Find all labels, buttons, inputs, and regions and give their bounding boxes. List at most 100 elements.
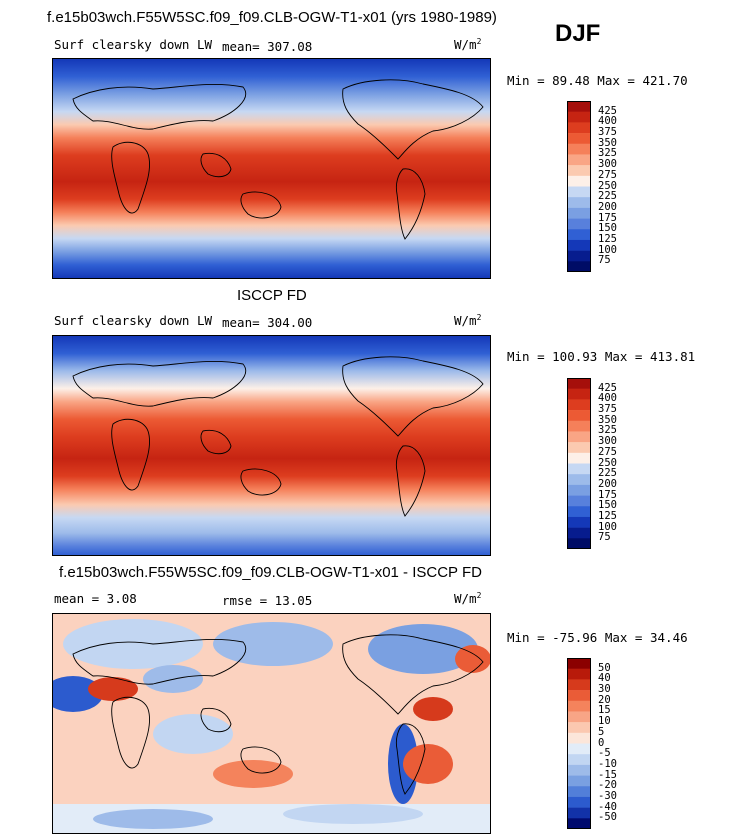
colorbar-swatch (567, 474, 591, 486)
panel2-mean-label: mean= 304.00 (222, 315, 313, 330)
colorbar-swatch (567, 775, 591, 787)
colorbar-swatch (567, 711, 591, 723)
colorbar-level-label: 200 (598, 200, 617, 213)
colorbar-level-label: 350 (598, 136, 617, 149)
colorbar-swatch (567, 239, 591, 251)
colorbar-level-label: 350 (598, 413, 617, 426)
panel1-mean-label: mean= 307.08 (222, 39, 313, 54)
colorbar-level-label: -40 (598, 800, 617, 813)
colorbar-border (567, 101, 591, 272)
colorbar-level-label: 175 (598, 211, 617, 224)
colorbar-swatch (567, 143, 591, 155)
colorbar-level-label: 325 (598, 424, 617, 437)
colorbar-swatch (567, 722, 591, 734)
colorbar-level-label: 125 (598, 509, 617, 522)
colorbar-swatch (567, 175, 591, 187)
colorbar-level-label: 425 (598, 381, 617, 394)
colorbar-swatch (567, 261, 591, 272)
colorbar-level-label: -10 (598, 757, 617, 770)
colorbar-swatch (567, 484, 591, 496)
colorbar-swatch (567, 154, 591, 166)
panel1-map (52, 58, 491, 279)
panel1-units: W/m2 (454, 37, 482, 53)
colorbar-level-label: -30 (598, 789, 617, 802)
colorbar-border (567, 378, 591, 549)
colorbar-level-label: 250 (598, 179, 617, 192)
panel3-min-max: Min = -75.96 Max = 34.46 (507, 630, 688, 645)
colorbar-swatch (567, 431, 591, 443)
panel3-colorbar (567, 658, 591, 829)
colorbar-swatch (567, 229, 591, 241)
colorbar-level-label: 250 (598, 456, 617, 469)
colorbar-level-label: 10 (598, 715, 611, 728)
colorbar-level-label: 50 (598, 661, 611, 674)
colorbar-level-label: 175 (598, 488, 617, 501)
panel1-min-max: Min = 89.48 Max = 421.70 (507, 73, 688, 88)
colorbar-swatch (567, 218, 591, 230)
colorbar-swatch (567, 388, 591, 400)
colorbar-level-label: 275 (598, 168, 617, 181)
colorbar-level-label: 275 (598, 445, 617, 458)
colorbar-level-label: 225 (598, 190, 617, 203)
panel2-min-max: Min = 100.93 Max = 413.81 (507, 349, 696, 364)
colorbar-level-label: 375 (598, 403, 617, 416)
colorbar-swatch (567, 111, 591, 123)
panel1-coastlines (72, 79, 484, 240)
colorbar-level-label: 400 (598, 392, 617, 405)
colorbar-level-label: 150 (598, 499, 617, 512)
panel1-colorbar (567, 101, 591, 272)
colorbar-level-label: 100 (598, 520, 617, 533)
panel3-title: f.e15b03wch.F55W5SC.f09_f09.CLB-OGW-T1-x… (59, 564, 482, 581)
panel2-title: ISCCP FD (237, 287, 307, 304)
colorbar-swatch (567, 506, 591, 518)
panel2-coastlines (72, 356, 484, 517)
colorbar-swatch (567, 101, 591, 112)
colorbar-swatch (567, 818, 591, 829)
panel3-units: W/m2 (454, 591, 482, 607)
colorbar-level-label: 40 (598, 672, 611, 685)
colorbar-swatch (567, 197, 591, 209)
colorbar-swatch (567, 732, 591, 744)
colorbar-level-label: 75 (598, 531, 611, 544)
colorbar-swatch (567, 700, 591, 712)
colorbar-level-label: 5 (598, 725, 605, 738)
colorbar-swatch (567, 658, 591, 669)
colorbar-level-label: 300 (598, 158, 617, 171)
colorbar-level-label: 125 (598, 232, 617, 245)
colorbar-level-label: -15 (598, 768, 617, 781)
colorbar-swatch (567, 207, 591, 219)
colorbar-level-label: 0 (598, 736, 605, 749)
colorbar-swatch (567, 786, 591, 798)
colorbar-swatch (567, 133, 591, 145)
panel2-colorbar (567, 378, 591, 549)
colorbar-swatch (567, 796, 591, 808)
colorbar-level-label: 150 (598, 222, 617, 235)
colorbar-swatch (567, 690, 591, 702)
colorbar-swatch (567, 754, 591, 766)
colorbar-swatch (567, 527, 591, 539)
colorbar-level-label: -50 (598, 811, 617, 824)
colorbar-swatch (567, 165, 591, 177)
colorbar-swatch (567, 442, 591, 454)
panel2-map (52, 335, 491, 556)
colorbar-level-label: 225 (598, 467, 617, 480)
colorbar-swatch (567, 399, 591, 411)
colorbar-level-label: -5 (598, 747, 611, 760)
panel3-anomaly-patches (53, 619, 490, 833)
colorbar-swatch (567, 668, 591, 680)
panel2-units: W/m2 (454, 313, 482, 329)
colorbar-swatch (567, 250, 591, 262)
season-label: DJF (555, 20, 601, 47)
panel1-variable-label: Surf clearsky down LW (54, 37, 213, 52)
colorbar-level-label: 75 (598, 254, 611, 267)
panel3-map (52, 613, 491, 834)
panel1-field-plot (53, 59, 490, 278)
colorbar-level-label: 15 (598, 704, 611, 717)
colorbar-swatch (567, 764, 591, 776)
colorbar-swatch (567, 410, 591, 422)
colorbar-level-label: 325 (598, 147, 617, 160)
colorbar-swatch (567, 463, 591, 475)
colorbar-swatch (567, 807, 591, 819)
panel2-field-plot (53, 336, 490, 555)
panel3-rmse-label: rmse = 13.05 (222, 593, 313, 608)
